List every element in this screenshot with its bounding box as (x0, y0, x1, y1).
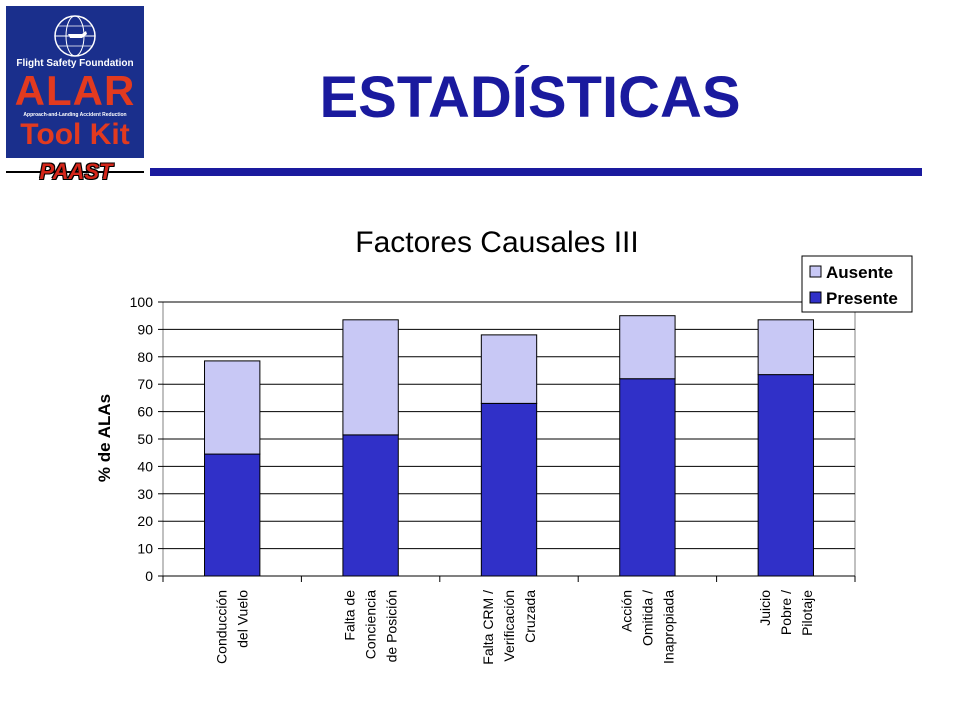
y-tick-label: 100 (130, 294, 154, 310)
x-tick-label: Cruzada (522, 590, 538, 643)
globe-icon (54, 15, 96, 57)
y-tick-label: 50 (137, 431, 153, 447)
y-tick-label: 30 (137, 486, 153, 502)
bar-ausente (619, 315, 676, 380)
program-label: PAAST (39, 159, 113, 184)
y-tick-label: 40 (137, 458, 153, 474)
y-axis-label: % de ALAs (95, 394, 114, 482)
bar-presente (619, 378, 676, 577)
legend-label-ausente: Ausente (826, 263, 893, 282)
x-tick-label: del Vuelo (235, 590, 251, 648)
bar-presente (204, 453, 261, 577)
x-tick-label: Falta de (342, 590, 358, 641)
x-tick-label: Pilotaje (799, 590, 815, 636)
y-tick-label: 70 (137, 376, 153, 392)
bar-presente (757, 374, 814, 577)
title-rule (150, 168, 922, 176)
page-title: ESTADÍSTICAS (319, 65, 741, 130)
y-tick-label: 60 (137, 404, 153, 420)
logo-brand: ALAR (14, 67, 136, 114)
bar-ausente (480, 334, 538, 404)
x-tick-label: Inapropiada (660, 590, 676, 664)
y-tick-label: 10 (137, 541, 153, 557)
bar-ausente (757, 319, 814, 376)
bar-presente (342, 434, 399, 577)
bar-presente (480, 402, 538, 577)
logo-product: Tool Kit (20, 118, 130, 151)
x-tick-label: Conducción (214, 590, 230, 664)
legend-swatch-ausente (809, 265, 822, 278)
y-tick-label: 80 (137, 349, 153, 365)
x-tick-label: Juicio (757, 590, 773, 626)
x-tick-label: Verificación (501, 590, 517, 662)
bar-ausente (342, 319, 399, 436)
x-tick-label: Falta CRM / (480, 590, 496, 665)
x-tick-label: de Posición (384, 590, 400, 662)
bar-ausente (204, 360, 261, 455)
y-tick-label: 20 (137, 513, 153, 529)
legend-swatch-presente (809, 291, 822, 304)
x-tick-label: Acción (618, 590, 634, 632)
x-tick-label: Conciencia (363, 590, 379, 659)
logo-tagline: Approach-and-Landing Accident Reduction (23, 112, 127, 118)
logo-org: Flight Safety Foundation (16, 58, 134, 69)
legend-label-presente: Presente (826, 289, 898, 308)
alar-logo: Flight Safety Foundation ALAR Approach-a… (6, 6, 144, 158)
logo-underline (6, 171, 144, 173)
y-tick-label: 0 (145, 568, 153, 584)
y-tick-label: 90 (137, 321, 153, 337)
x-tick-label: Pobre / (778, 590, 794, 635)
chart-title: Factores Causales III (355, 226, 638, 259)
x-tick-label: Omitida / (639, 590, 655, 646)
